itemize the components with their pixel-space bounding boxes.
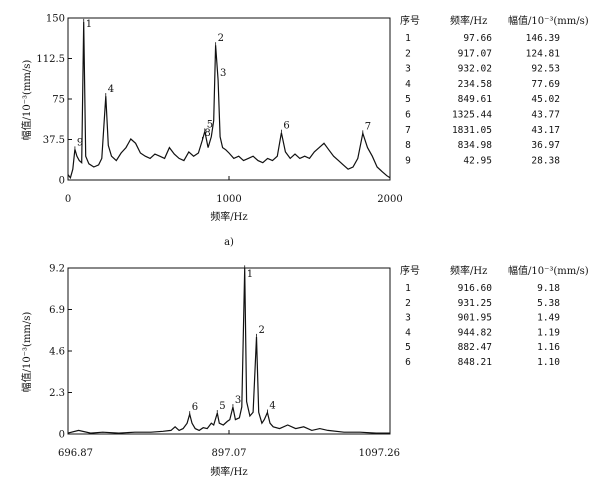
table-cell: 42.95 (463, 155, 492, 166)
chart-a-series-line (67, 21, 391, 180)
table-cell: 4 (405, 79, 411, 90)
chart-b: 0 2.3 4.6 6.9 9.2 696.87 897.07 1097.26 1 2 3 4 5 6… (20, 264, 589, 479)
table-cell: 43.77 (531, 110, 560, 121)
table-cell: 234.58 (458, 79, 493, 90)
table-cell: 97.66 (463, 33, 492, 44)
x-tick-label: 2000 (377, 194, 402, 205)
table-cell: 146.39 (526, 33, 561, 44)
y-tick-label: 150 (46, 14, 65, 25)
chart-a-ylabel: 幅值/10⁻³(mm/s) (20, 60, 33, 141)
chart-a-table: 序号 频率/Hz 幅值/10⁻³(mm/s) 1 97.66 146.39 2 917.07 1… (400, 14, 589, 166)
table-cell: 1 (405, 283, 411, 294)
peak-label: 6 (192, 402, 198, 413)
peak-label: 6 (283, 121, 289, 132)
table-header: 序号 (400, 264, 420, 277)
peak-label: 9 (77, 137, 83, 148)
peak-label: 5 (219, 401, 225, 412)
table-cell: 944.82 (458, 327, 492, 338)
chart-a-xlabel: 频率/Hz (210, 210, 247, 223)
table-cell: 882.47 (458, 342, 492, 353)
table-cell: 1 (405, 33, 411, 44)
table-cell: 4 (405, 327, 411, 338)
table-cell: 1325.44 (452, 110, 492, 121)
y-tick-label: 112.5 (36, 54, 65, 65)
table-cell: 5.38 (537, 298, 560, 309)
table-cell: 1.16 (537, 342, 560, 353)
table-cell: 3 (405, 64, 411, 75)
y-tick-label: 75 (52, 95, 65, 106)
table-cell: 2 (405, 48, 411, 59)
table-header: 幅值/10⁻³(mm/s) (508, 264, 589, 277)
peak-label: 7 (365, 121, 371, 132)
table-cell: 7 (405, 125, 411, 136)
table-cell: 45.02 (531, 94, 560, 105)
table-cell: 3 (405, 313, 411, 324)
x-tick-label: 696.87 (58, 448, 93, 459)
table-cell: 1.49 (537, 313, 560, 324)
chart-a-frame (67, 17, 391, 181)
table-cell: 77.69 (531, 79, 560, 90)
table-cell: 849.61 (458, 94, 493, 105)
y-tick-label: 6.9 (49, 305, 65, 316)
peak-label: 5 (207, 119, 213, 130)
table-cell: 1831.05 (452, 125, 492, 136)
peak-label: 2 (218, 33, 224, 44)
table-cell: 36.97 (531, 140, 560, 151)
chart-b-table: 序号 频率/Hz 幅值/10⁻³(mm/s) 1 916.60 9.18 2 931.25 5.… (400, 264, 589, 368)
x-tick-label: 0 (65, 194, 71, 205)
peak-label: 4 (269, 401, 275, 412)
chart-a-caption: a) (224, 237, 234, 248)
table-cell: 9 (405, 155, 411, 166)
y-tick-label: 0 (59, 176, 65, 187)
chart-b-xlabel: 频率/Hz (210, 465, 247, 478)
x-tick-label: 897.07 (212, 448, 247, 459)
peak-label: 8 (204, 128, 210, 139)
table-header: 频率/Hz (450, 264, 487, 277)
peak-label: 3 (220, 68, 226, 79)
table-cell: 932.02 (458, 64, 492, 75)
table-cell: 5 (405, 94, 411, 105)
chart-b-series-line (67, 268, 390, 434)
chart-b-frame (67, 267, 391, 435)
table-cell: 916.60 (458, 283, 493, 294)
table-cell: 28.38 (531, 155, 560, 166)
table-cell: 848.21 (458, 357, 493, 368)
y-tick-label: 9.2 (49, 264, 65, 275)
peak-label: 3 (235, 395, 241, 406)
x-tick-label: 1097.26 (359, 448, 400, 459)
table-cell: 901.95 (458, 313, 492, 324)
peak-label: 4 (108, 84, 114, 95)
table-cell: 917.07 (458, 48, 492, 59)
table-cell: 1.19 (537, 327, 560, 338)
table-cell: 124.81 (526, 48, 561, 59)
table-cell: 6 (405, 357, 411, 368)
table-header: 幅值/10⁻³(mm/s) (508, 14, 589, 27)
peak-label: 1 (86, 19, 92, 30)
table-cell: 92.53 (531, 64, 560, 75)
table-cell: 8 (405, 140, 411, 151)
table-cell: 2 (405, 298, 411, 309)
y-tick-label: 2.3 (49, 388, 65, 399)
y-tick-label: 0 (59, 430, 65, 441)
table-cell: 9.18 (537, 283, 560, 294)
table-cell: 834.98 (458, 140, 493, 151)
table-cell: 1.10 (537, 357, 560, 368)
table-cell: 931.25 (458, 298, 492, 309)
table-cell: 6 (405, 110, 411, 121)
chart-b-ylabel: 幅值/10⁻³(mm/s) (20, 312, 33, 393)
table-cell: 43.17 (531, 125, 560, 136)
table-cell: 5 (405, 342, 411, 353)
peak-label: 1 (247, 269, 253, 280)
table-header: 序号 (400, 14, 420, 27)
y-tick-label: 37.5 (43, 135, 65, 146)
y-tick-label: 4.6 (49, 347, 65, 358)
peak-label: 2 (258, 325, 264, 336)
x-tick-label: 1000 (216, 194, 241, 205)
table-header: 频率/Hz (450, 14, 487, 27)
